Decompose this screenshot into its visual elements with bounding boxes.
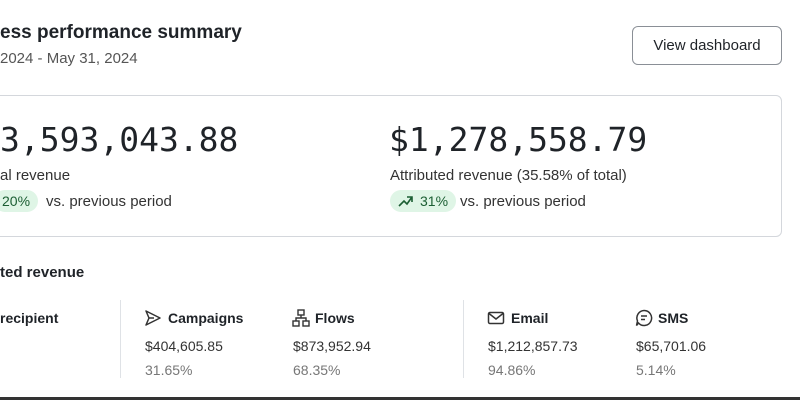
- metric-value: $1,278,558.79: [389, 120, 648, 159]
- channel-share: 68.35%: [293, 362, 341, 378]
- bottom-border: [0, 397, 800, 400]
- metric-label: Attributed revenue (35.58% of total): [390, 167, 627, 184]
- channel-name: Flows: [315, 310, 355, 326]
- change-text: 20%: [2, 193, 31, 209]
- date-range: 2024 - May 31, 2024: [0, 50, 138, 67]
- channel-amount: $404,605.85: [145, 338, 223, 354]
- channel-share: 5.14%: [636, 362, 676, 378]
- channel-name: Campaigns: [168, 310, 244, 326]
- change-badge: 31%: [390, 190, 457, 212]
- divider: [120, 300, 121, 378]
- section-title: ted revenue: [0, 264, 85, 281]
- email-icon: [487, 311, 505, 325]
- channel-amount: $65,701.06: [636, 338, 707, 354]
- comparison-text: vs. previous period: [46, 193, 172, 210]
- channel-amount: $1,212,857.73: [488, 338, 578, 354]
- page-title: ess performance summary: [0, 22, 242, 43]
- channel-name: Email: [511, 310, 549, 326]
- channel-share: 31.65%: [145, 362, 193, 378]
- change-badge: 20%: [0, 190, 39, 212]
- divider: [463, 300, 464, 378]
- sms-icon: [635, 309, 653, 327]
- metrics-card: [0, 95, 782, 237]
- channel-name: SMS: [658, 310, 689, 326]
- channel-amount: $873,952.94: [293, 338, 371, 354]
- channel-share: 94.86%: [488, 362, 536, 378]
- group-label: recipient: [0, 310, 59, 326]
- metric-value: 3,593,043.88: [0, 120, 239, 159]
- flows-icon: [292, 309, 310, 327]
- metric-label: al revenue: [0, 167, 71, 184]
- comparison-text: vs. previous period: [460, 193, 586, 210]
- view-dashboard-button[interactable]: View dashboard: [632, 26, 782, 65]
- change-text: 31%: [420, 193, 449, 209]
- campaigns-icon: [145, 310, 161, 326]
- trend-up-icon: [398, 196, 413, 207]
